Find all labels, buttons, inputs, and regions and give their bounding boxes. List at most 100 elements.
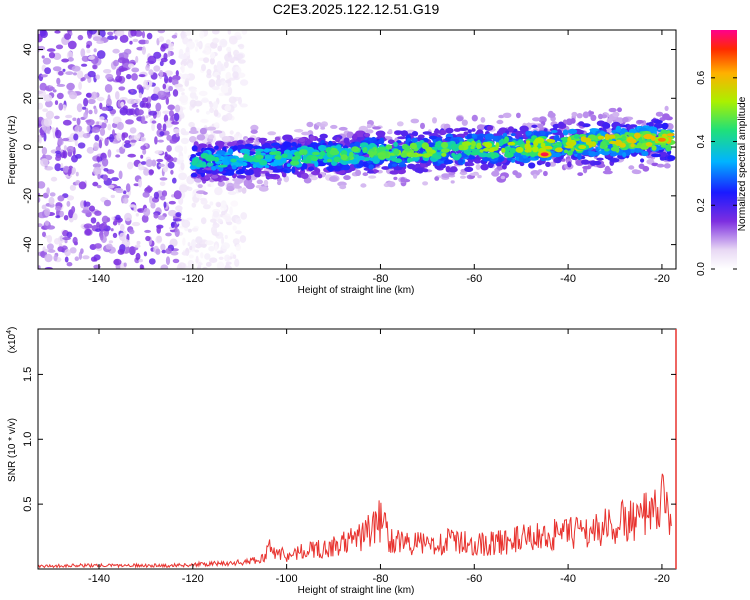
spectrogram-cell	[54, 100, 59, 105]
spectrogram-cell	[212, 37, 220, 44]
snr-xlabel: Height of straight line (km)	[298, 585, 415, 596]
spectrogram-cell	[391, 163, 398, 167]
spectrogram-cell	[450, 143, 459, 149]
spectrogram-cell	[135, 252, 141, 261]
spectrogram-cell	[238, 133, 243, 139]
spectrogram-cell	[651, 145, 657, 151]
spectrogram-cell	[239, 103, 248, 108]
spectrogram-cell	[45, 110, 55, 120]
spectrogram-cell	[181, 251, 189, 256]
spectrogram-cell	[43, 132, 47, 142]
spectrogram-cell	[464, 161, 469, 167]
spectrogram-cell	[130, 30, 137, 37]
x-tick-label: -140	[88, 573, 110, 585]
spectrogram-cell	[167, 104, 175, 111]
spectrogram-cell	[113, 258, 122, 266]
spectrogram-cell	[72, 213, 78, 221]
spectrogram-cell	[420, 122, 425, 130]
spectrogram-cell	[94, 243, 102, 249]
spectrogram-cell	[106, 97, 112, 107]
spectrogram-cell	[349, 151, 354, 159]
spectrogram-cell	[464, 166, 474, 172]
spectrogram-cell	[172, 177, 177, 184]
spectrogram-cell	[655, 111, 664, 117]
spectrogram-cell	[160, 264, 169, 269]
spectrogram-cell	[570, 118, 576, 124]
spectrogram-cell	[558, 121, 565, 128]
spectrogram-cell	[224, 264, 232, 269]
spectrogram-cell	[202, 50, 207, 54]
spectrogram-cell	[80, 48, 86, 58]
spectrogram-cell	[171, 34, 178, 39]
spectrogram-cell	[137, 133, 141, 138]
spectrogram-cell	[155, 248, 161, 255]
spectrogram-cell	[127, 161, 134, 170]
spectrogram-cell	[181, 219, 191, 228]
spectrogram-cell	[103, 119, 108, 124]
spectrogram-cell	[595, 151, 600, 156]
spectrogram-cell	[359, 160, 364, 165]
spectrogram-cell	[95, 74, 100, 80]
spectrogram-cell	[224, 254, 231, 262]
spectrogram-cell	[610, 146, 619, 152]
spectrogram-cell	[667, 133, 675, 137]
spectrogram-cell	[46, 48, 56, 52]
spectrogram-cell	[259, 160, 268, 166]
spectrogram-cell	[178, 172, 188, 181]
spectrogram-cell	[145, 235, 151, 242]
spectrogram-cell	[209, 102, 214, 109]
spectrogram-cell	[165, 232, 172, 237]
spectrogram-cell	[130, 89, 134, 93]
spectrogram-cell	[498, 139, 503, 147]
spectrogram-cell	[180, 137, 189, 145]
spectrogram-cell	[126, 74, 132, 80]
spectrogram-cell	[64, 33, 72, 40]
spectrogram-cell	[143, 79, 149, 88]
x-tick-label: -40	[560, 573, 576, 585]
spectrogram-cell	[168, 43, 174, 47]
spectrogram-cell	[124, 212, 132, 222]
spectrogram-cell	[477, 174, 482, 179]
spectrogram-cell	[333, 156, 341, 163]
spectrogram-cell	[55, 205, 62, 212]
spectrogram-cell	[110, 194, 116, 199]
spectrogram-cell	[134, 244, 141, 248]
spectrogram-cell	[213, 109, 219, 117]
spectrogram-cell	[333, 165, 342, 172]
spectrogram-cell	[393, 141, 398, 147]
spectrogram-cell	[661, 122, 668, 130]
spectrogram-cell	[555, 159, 561, 164]
spectrogram-cell	[83, 97, 89, 107]
spectrogram-cell	[319, 150, 326, 157]
spectrogram-cell	[598, 113, 603, 120]
spectrogram-cell	[160, 45, 166, 52]
spectrogram-cell	[360, 183, 367, 188]
spectrogram-cell	[65, 71, 74, 75]
spectrogram-cell	[467, 155, 476, 160]
spectrogram-cell	[148, 169, 154, 175]
spectrogram-cell	[488, 148, 495, 153]
spectrogram-cell	[179, 155, 184, 161]
spectrogram-cell	[58, 102, 64, 111]
spectrogram-cell	[432, 117, 437, 124]
spectrogram-cell	[53, 254, 58, 262]
spectrogram-cell	[165, 256, 171, 265]
spectrogram-cell	[642, 165, 650, 172]
spectrogram-cell	[388, 129, 393, 134]
spectrogram-cell	[241, 30, 248, 35]
spectrogram-cell	[170, 169, 174, 175]
spectrogram-cell	[168, 85, 174, 92]
spectrogram-cell	[181, 64, 185, 73]
spectrogram-cell	[48, 86, 55, 91]
spectrogram-cell	[217, 164, 228, 168]
spectrogram-cell	[210, 181, 215, 188]
spectrogram-cell	[255, 154, 264, 159]
spectrogram-cell	[107, 94, 111, 102]
spectrogram-cell	[218, 256, 224, 260]
spectrogram-cell	[220, 63, 224, 72]
spectrogram-cell	[214, 145, 219, 150]
spectrogram-cell	[101, 215, 109, 224]
spectrogram-cell	[141, 264, 145, 269]
spectrogram-cell	[566, 150, 573, 156]
spectrogram-cell	[239, 235, 247, 243]
